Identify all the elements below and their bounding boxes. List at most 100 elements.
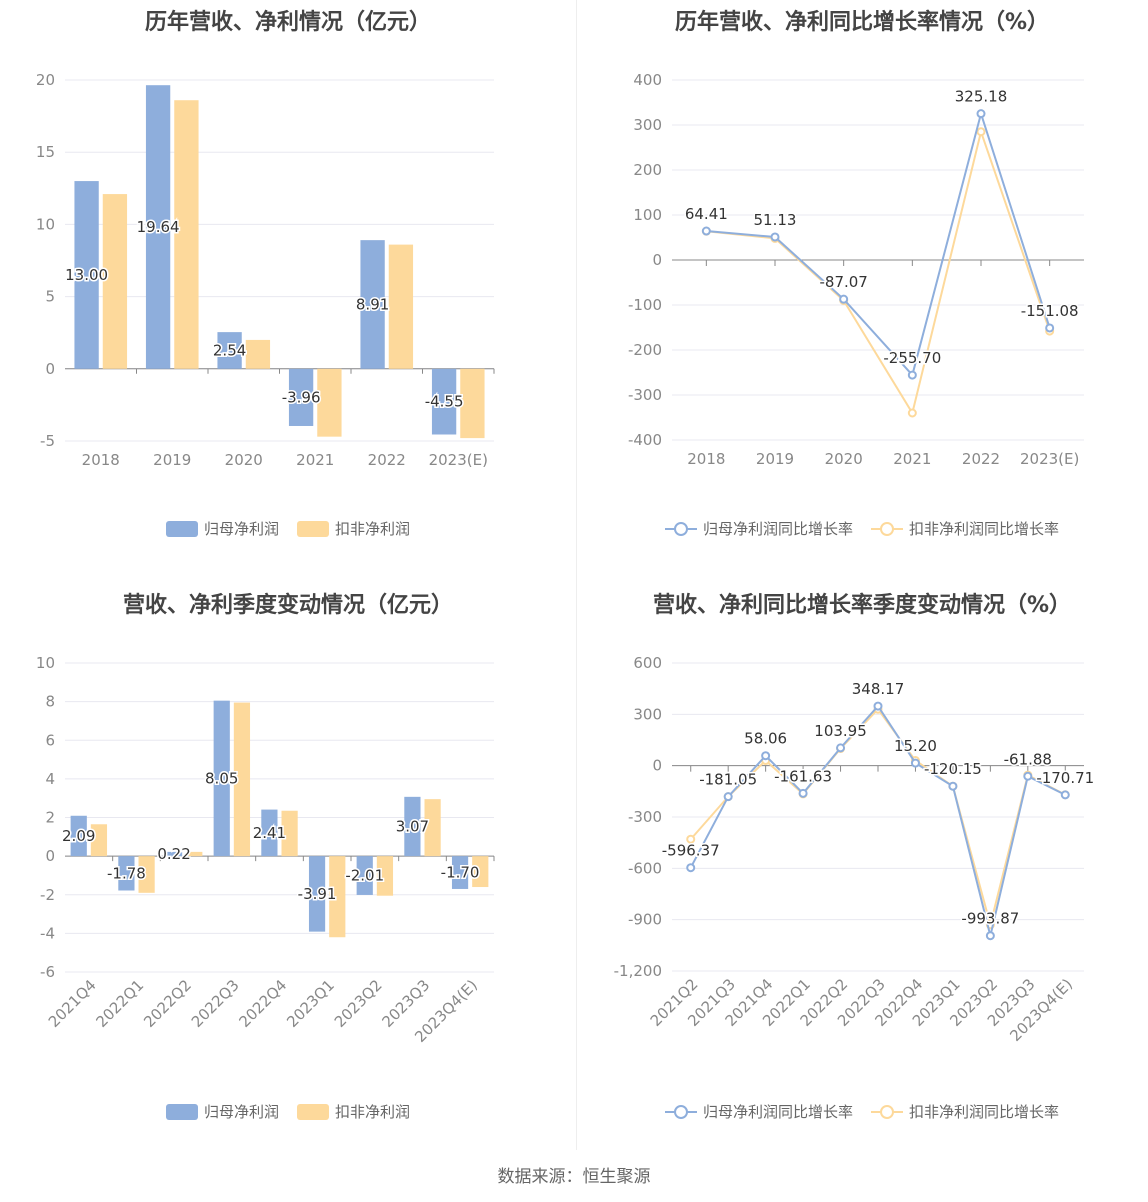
bar xyxy=(145,85,171,369)
legend-swatch xyxy=(165,520,198,537)
bar xyxy=(213,700,230,857)
data-label: 15.20 xyxy=(894,737,937,755)
data-label: 51.13 xyxy=(754,211,797,229)
series-line xyxy=(706,110,1051,378)
y-tick-label: 15 xyxy=(36,143,55,161)
data-point xyxy=(948,781,958,791)
data-label: -120.15 xyxy=(924,760,982,778)
series-line xyxy=(706,128,1051,416)
y-tick-label: 300 xyxy=(633,705,662,723)
legend-swatch xyxy=(664,1104,697,1120)
chart-title: 营收、净利同比增长率季度变动情况（%） xyxy=(652,593,1072,618)
y-tick-label: -6 xyxy=(40,963,55,981)
data-point xyxy=(907,370,917,380)
legend-label: 扣非净利润同比增长率 xyxy=(909,520,1060,538)
bar xyxy=(317,368,342,437)
data-label: -181.05 xyxy=(699,771,757,789)
data-point xyxy=(798,788,808,798)
legend-item-deducted-net-profit[interactable]: 扣非净利润 xyxy=(297,1101,410,1122)
legend-item-deducted-growth[interactable]: 扣非净利润同比增长率 xyxy=(871,1101,1059,1122)
data-point xyxy=(1060,790,1070,800)
bar xyxy=(245,339,271,369)
data-label: -161.63 xyxy=(774,767,832,785)
chart-title: 历年营收、净利情况（亿元） xyxy=(144,10,431,35)
bar xyxy=(308,856,326,932)
y-tick-label: 8 xyxy=(45,693,55,711)
bar xyxy=(451,856,469,889)
y-tick-label: 600 xyxy=(633,654,662,672)
data-label: 0.22 xyxy=(157,845,190,863)
y-tick-label: 4 xyxy=(45,770,55,788)
legend-item-parent-growth[interactable]: 归母净利润同比增长率 xyxy=(664,518,853,539)
data-label: -1.78 xyxy=(107,864,146,882)
y-tick-label: 400 xyxy=(633,71,662,89)
legend-label: 归母净利润同比增长率 xyxy=(702,520,853,538)
legend-label: 归母净利润 xyxy=(203,1103,279,1121)
legend-item-parent-net-profit[interactable]: 归母净利润 xyxy=(165,1101,279,1122)
legend-label: 扣非净利润同比增长率 xyxy=(909,1103,1060,1121)
x-tick-label: 2023(E) xyxy=(1020,450,1079,468)
bar xyxy=(233,702,251,857)
bar xyxy=(360,240,385,369)
y-tick-label: 2 xyxy=(45,809,55,827)
bar xyxy=(404,796,421,857)
legend-item-parent-growth[interactable]: 归母净利润同比增长率 xyxy=(664,1101,853,1122)
legend-item-deducted-growth[interactable]: 扣非净利润同比增长率 xyxy=(871,518,1059,539)
data-point xyxy=(761,751,771,761)
x-tick-label: 2018 xyxy=(82,451,120,469)
bar xyxy=(460,368,485,439)
data-point xyxy=(1023,771,1033,781)
panel-divider xyxy=(576,0,577,1150)
legend-item-parent-net-profit[interactable]: 归母净利润 xyxy=(165,518,279,539)
y-tick-label: -300 xyxy=(628,386,662,404)
bar xyxy=(288,368,314,426)
data-label: -61.88 xyxy=(1004,750,1052,768)
x-tick-label: 2022Q4 xyxy=(236,976,291,1031)
chart-panel-annual-profit: 历年营收、净利情况（亿元） -5 0 5 10 15 20 2018 2019 2020 2021… xyxy=(0,0,576,575)
data-label: 8.91 xyxy=(356,295,389,313)
bar xyxy=(102,194,128,369)
data-label: 325.18 xyxy=(955,88,1008,106)
legend-item-deducted-net-profit[interactable]: 扣非净利润 xyxy=(297,518,410,539)
y-tick-label: 10 xyxy=(36,215,55,233)
y-tick-label: -300 xyxy=(628,808,662,826)
y-tick-label: 0 xyxy=(652,757,662,775)
bar xyxy=(472,856,489,888)
y-tick-label: 0 xyxy=(45,847,55,865)
data-label: -596.37 xyxy=(662,842,720,860)
chart-panel-annual-growth: 历年营收、净利同比增长率情况（%） -400 -300 -200 -100 0 100 20… xyxy=(576,0,1148,575)
data-label: 64.41 xyxy=(685,205,728,223)
data-point xyxy=(839,294,849,304)
y-tick-label: -4 xyxy=(40,924,55,942)
data-label: 58.06 xyxy=(744,730,787,748)
x-tick-label: 2023Q2 xyxy=(331,976,386,1031)
x-tick-label: 2019 xyxy=(153,451,191,469)
data-point xyxy=(701,226,711,236)
legend-swatch xyxy=(664,521,697,537)
x-tick-label: 2018 xyxy=(687,450,725,468)
bar xyxy=(165,851,183,857)
y-tick-label: 0 xyxy=(652,251,662,269)
data-label: 13.00 xyxy=(65,266,108,284)
legend-swatch xyxy=(871,1104,903,1120)
y-tick-label: -200 xyxy=(628,341,662,359)
data-point xyxy=(976,127,986,137)
legend-swatch xyxy=(165,1103,198,1120)
y-tick-label: 300 xyxy=(633,116,662,134)
data-point xyxy=(1045,323,1055,333)
bar xyxy=(424,799,441,857)
data-point xyxy=(723,792,733,802)
data-point xyxy=(873,701,883,711)
bar xyxy=(90,824,108,857)
x-tick-label: 2022 xyxy=(962,450,1000,468)
x-tick-label: 2022 xyxy=(368,451,406,469)
bar xyxy=(376,856,394,896)
quarterly-profit-bar-chart: -6-4-202468102021Q42022Q12022Q22022Q3202… xyxy=(36,654,495,1046)
quarterly-growth-line-chart: -1,200-900-600-30003006002021Q22021Q3202… xyxy=(614,654,1096,1045)
x-tick-label: 2019 xyxy=(756,450,794,468)
chart-title: 历年营收、净利同比增长率情况（%） xyxy=(674,10,1050,35)
x-tick-label: 2020 xyxy=(225,451,263,469)
legend-label: 归母净利润 xyxy=(203,520,279,538)
bar xyxy=(138,856,155,893)
data-point xyxy=(836,743,846,753)
